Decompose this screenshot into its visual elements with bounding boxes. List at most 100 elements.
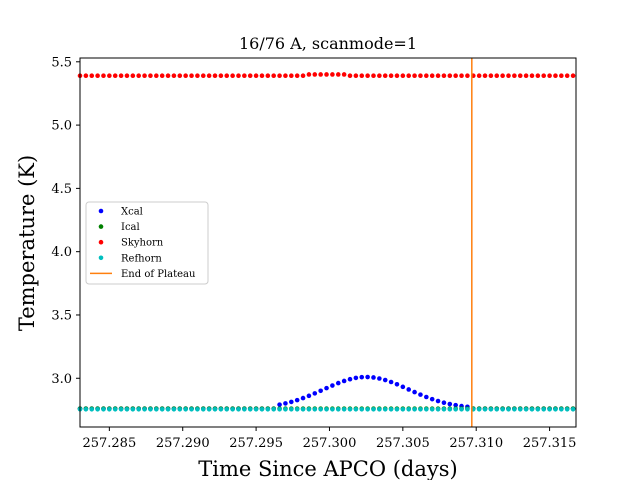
point-xcal xyxy=(277,402,282,407)
point-skyhorn xyxy=(365,73,370,79)
point-skyhorn xyxy=(171,73,177,79)
point-refhorn xyxy=(236,406,241,412)
point-refhorn xyxy=(459,406,464,412)
point-skyhorn xyxy=(253,73,259,79)
x-tick-label: 257.315 xyxy=(523,436,577,451)
point-refhorn xyxy=(183,406,188,412)
point-skyhorn xyxy=(189,73,194,79)
point-skyhorn xyxy=(101,73,106,79)
point-refhorn xyxy=(289,406,294,412)
point-xcal xyxy=(418,392,423,397)
point-skyhorn xyxy=(459,73,464,79)
point-skyhorn xyxy=(224,73,230,79)
point-xcal xyxy=(283,401,288,406)
point-xcal xyxy=(324,385,329,391)
point-refhorn xyxy=(418,406,423,412)
point-refhorn xyxy=(347,406,353,412)
point-refhorn xyxy=(165,406,171,412)
y-tick-label: 3.5 xyxy=(51,308,72,323)
point-skyhorn xyxy=(476,73,482,79)
point-refhorn xyxy=(212,406,218,412)
point-skyhorn xyxy=(124,73,130,79)
point-refhorn xyxy=(377,406,382,412)
point-refhorn xyxy=(265,406,271,412)
legend-swatch xyxy=(98,208,104,214)
point-refhorn xyxy=(206,406,212,412)
point-refhorn xyxy=(529,406,535,412)
point-refhorn xyxy=(553,406,558,412)
point-skyhorn xyxy=(412,73,417,79)
point-skyhorn xyxy=(289,73,294,79)
point-refhorn xyxy=(136,406,141,412)
point-skyhorn xyxy=(154,73,159,79)
y-tick-label: 3.0 xyxy=(51,372,72,387)
point-xcal xyxy=(447,401,453,407)
point-refhorn xyxy=(177,406,183,412)
point-refhorn xyxy=(535,406,541,412)
point-xcal xyxy=(377,376,382,381)
y-tick-label: 5.0 xyxy=(51,119,72,134)
point-refhorn xyxy=(547,406,552,412)
point-refhorn xyxy=(224,406,230,412)
point-xcal xyxy=(312,391,318,396)
point-refhorn xyxy=(159,406,165,412)
point-skyhorn xyxy=(500,73,505,79)
point-xcal xyxy=(400,384,406,390)
point-skyhorn xyxy=(465,73,470,79)
legend-label: Refhorn xyxy=(121,253,162,264)
point-refhorn xyxy=(494,406,500,412)
point-skyhorn xyxy=(447,73,453,79)
point-skyhorn xyxy=(236,73,241,79)
point-refhorn xyxy=(482,406,488,412)
point-skyhorn xyxy=(206,73,212,79)
point-refhorn xyxy=(541,406,547,412)
point-xcal xyxy=(453,402,458,408)
legend-swatch xyxy=(98,255,104,261)
point-refhorn xyxy=(154,406,159,412)
y-tick-label: 4.0 xyxy=(51,245,72,260)
point-skyhorn xyxy=(559,73,564,79)
point-refhorn xyxy=(318,406,323,412)
point-refhorn xyxy=(570,406,576,412)
point-refhorn xyxy=(500,406,505,412)
data-marks xyxy=(77,58,576,427)
point-skyhorn xyxy=(535,73,541,79)
x-tick-label: 257.305 xyxy=(376,436,430,451)
point-skyhorn xyxy=(136,73,141,79)
point-skyhorn xyxy=(159,73,165,79)
point-skyhorn xyxy=(212,73,218,79)
point-refhorn xyxy=(300,406,306,412)
x-tick-label: 257.290 xyxy=(156,436,210,451)
point-refhorn xyxy=(476,406,482,412)
point-xcal xyxy=(335,380,341,386)
point-xcal xyxy=(359,374,365,380)
point-skyhorn xyxy=(371,73,376,79)
point-refhorn xyxy=(394,406,400,412)
point-refhorn xyxy=(400,406,406,412)
point-skyhorn xyxy=(165,73,171,79)
point-skyhorn xyxy=(353,73,359,79)
point-skyhorn xyxy=(341,72,347,77)
point-refhorn xyxy=(306,406,312,412)
y-axis-ticks: 3.0 3.5 4.0 4.5 5.0 5.5 xyxy=(51,55,80,387)
point-refhorn xyxy=(429,406,435,412)
point-refhorn xyxy=(517,406,523,412)
point-skyhorn xyxy=(200,73,206,79)
point-refhorn xyxy=(564,406,570,412)
point-skyhorn xyxy=(294,73,300,79)
y-tick-label: 5.5 xyxy=(51,55,72,70)
point-refhorn xyxy=(512,406,517,412)
point-skyhorn xyxy=(418,73,423,79)
point-xcal xyxy=(353,375,359,381)
point-xcal xyxy=(371,375,376,380)
point-skyhorn xyxy=(388,73,394,79)
x-axis-label: Time Since APCO (days) xyxy=(198,457,457,480)
point-xcal xyxy=(318,388,323,394)
point-xcal xyxy=(330,383,335,388)
point-skyhorn xyxy=(183,73,188,79)
point-refhorn xyxy=(365,406,370,412)
point-skyhorn xyxy=(230,73,235,79)
point-refhorn xyxy=(294,406,300,412)
point-refhorn xyxy=(130,406,136,412)
